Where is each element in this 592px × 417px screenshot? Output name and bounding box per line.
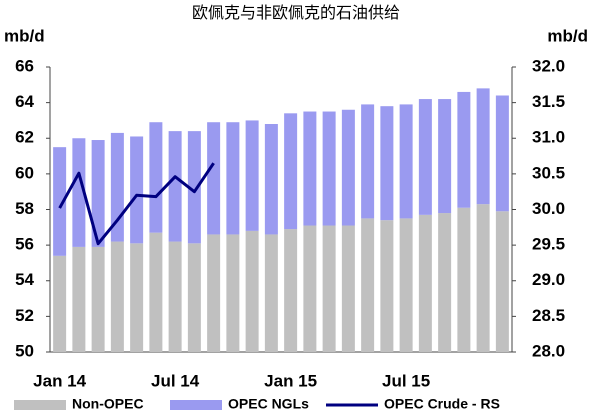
bar-segment	[303, 225, 317, 352]
x-tick-label: Jul 14	[151, 371, 200, 390]
bar-segment	[322, 225, 336, 352]
y2-tick-label: 28.0	[532, 341, 565, 360]
bar-segment	[187, 243, 201, 352]
bar-segment	[438, 213, 452, 352]
y2-tick-label: 28.5	[532, 306, 565, 325]
bar-segment	[380, 106, 394, 221]
bar-segment	[380, 220, 394, 352]
legend-label: OPEC Crude - RS	[384, 396, 500, 412]
bar-segment	[457, 207, 471, 352]
y2-tick-label: 30.5	[532, 163, 565, 182]
bar-segment	[149, 122, 163, 233]
bar-segment	[322, 111, 336, 226]
bar-segment	[245, 120, 259, 231]
y2-tick-label: 30.0	[532, 199, 565, 218]
line	[58, 162, 215, 246]
bar-segment	[149, 232, 163, 352]
bar-segment	[284, 113, 298, 230]
bar-segment	[361, 218, 375, 352]
bar-segment	[418, 99, 432, 215]
x-tick-label: Jan 15	[264, 371, 317, 390]
bar-segment	[226, 122, 240, 235]
bar-segment	[130, 243, 144, 352]
bar-segment	[110, 241, 124, 352]
y-tick-label: 66	[15, 56, 34, 75]
bar-segment	[399, 218, 413, 352]
bar-segment	[341, 225, 355, 352]
y2-tick-label: 31.0	[532, 128, 565, 147]
bar-segment	[187, 131, 201, 244]
bar-segment	[457, 91, 471, 208]
x-tick-label: Jul 15	[382, 371, 430, 390]
bar-segment	[207, 234, 221, 352]
bar-segment	[72, 138, 86, 247]
y2-tick-label: 31.5	[532, 92, 565, 111]
bar-segment	[361, 104, 375, 219]
legend-swatch	[14, 400, 66, 410]
bar-segment	[91, 246, 105, 352]
y2-axis-label: mb/d	[547, 26, 588, 45]
bar-segment	[303, 111, 317, 226]
y2-tick-label: 32.0	[532, 56, 565, 75]
legend-swatch	[170, 400, 222, 410]
bar-segment	[438, 99, 452, 214]
bar-segment	[495, 211, 509, 352]
bar-segment	[341, 109, 355, 226]
bar-segment	[53, 255, 67, 352]
y2-tick-label: 29.0	[532, 270, 565, 289]
bar-segment	[264, 124, 278, 235]
y-tick-label: 54	[15, 270, 34, 289]
legend-label: Non-OPEC	[72, 396, 144, 412]
legend-label: OPEC NGLs	[228, 396, 309, 412]
bar-segment	[476, 204, 490, 352]
bar-segment	[245, 230, 259, 352]
bar-segment	[130, 136, 144, 244]
bar-segment	[53, 147, 67, 256]
bar-segment	[476, 88, 490, 205]
bar-segment	[418, 214, 432, 352]
bar-segment	[207, 122, 221, 235]
bar-segment	[284, 229, 298, 352]
y-tick-label: 60	[15, 163, 34, 182]
bar-segment	[264, 234, 278, 352]
bar-segment	[495, 95, 509, 212]
y-tick-label: 56	[15, 235, 34, 254]
x-tick-label: Jan 14	[33, 371, 86, 390]
y-tick-label: 62	[15, 128, 34, 147]
bar-segment	[72, 246, 86, 352]
y-tick-label: 50	[15, 341, 34, 360]
y-tick-label: 64	[15, 92, 34, 111]
bar-segment	[91, 140, 105, 247]
bar-segment	[399, 104, 413, 219]
bar-segment	[226, 234, 240, 352]
y-axis-label: mb/d	[4, 26, 45, 45]
bar-segment	[168, 131, 182, 242]
bar-segment	[168, 241, 182, 352]
chart-title: 欧佩克与非欧佩克的石油供给	[192, 4, 400, 22]
y-tick-label: 52	[15, 306, 34, 325]
y-tick-label: 58	[15, 199, 34, 218]
y2-tick-label: 29.5	[532, 235, 565, 254]
